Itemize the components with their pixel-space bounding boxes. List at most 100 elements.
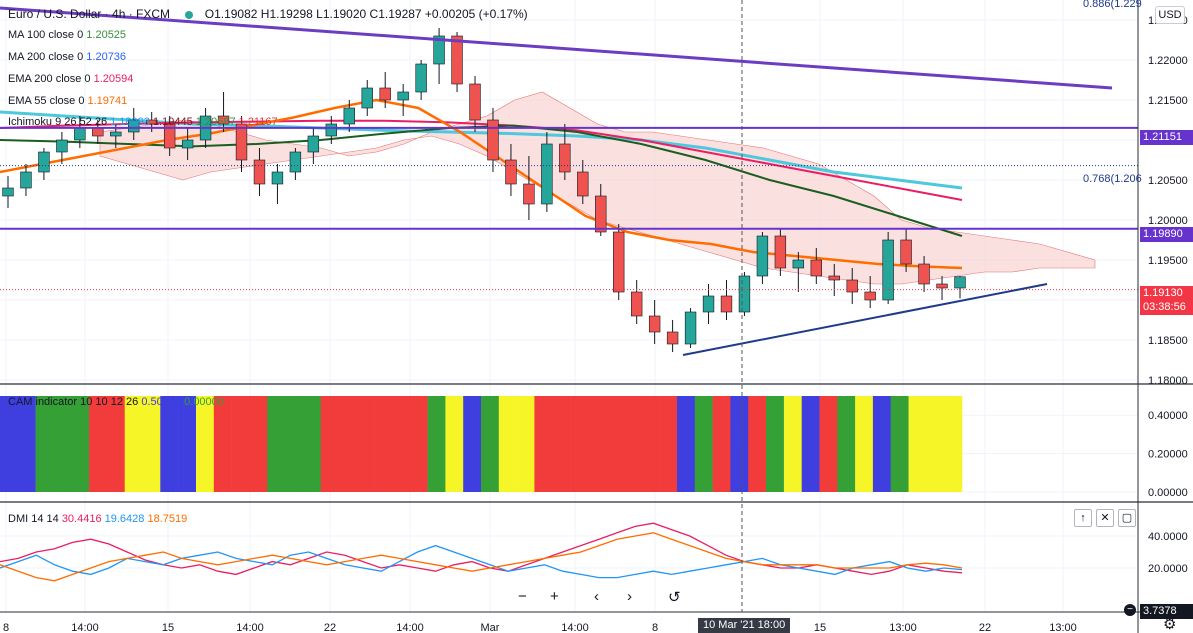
cam-tick-label: 0.40000 xyxy=(1148,410,1188,422)
candle[interactable] xyxy=(774,228,787,276)
candle[interactable] xyxy=(20,164,32,196)
candle-body xyxy=(900,239,912,265)
candle[interactable] xyxy=(415,60,427,100)
candle[interactable] xyxy=(648,300,661,344)
candle[interactable] xyxy=(343,100,355,132)
candle[interactable] xyxy=(217,92,230,132)
cam-bar xyxy=(89,396,108,492)
candle[interactable] xyxy=(559,124,571,180)
candle-body xyxy=(38,151,50,173)
legend-ma200[interactable]: MA 200 close 0 1.20736 xyxy=(8,51,127,63)
minus-circle-icon[interactable]: − xyxy=(1124,604,1136,616)
candle[interactable] xyxy=(810,248,822,284)
candlesticks[interactable] xyxy=(2,28,966,352)
candle-body xyxy=(954,276,966,289)
zoom-in-button[interactable]: + xyxy=(550,588,559,605)
candle-body xyxy=(648,315,661,333)
candle[interactable] xyxy=(720,280,733,320)
candle[interactable] xyxy=(56,132,68,164)
maximize-pane-button[interactable]: ▢ xyxy=(1118,509,1136,527)
symbol-title[interactable]: Euro / U.S. Dollar · 4h · FXCM xyxy=(8,7,171,21)
candle[interactable] xyxy=(433,28,445,84)
candle[interactable] xyxy=(954,276,966,299)
candle[interactable] xyxy=(577,160,589,204)
cam-bar xyxy=(0,396,19,492)
candle[interactable] xyxy=(235,116,248,172)
candle[interactable] xyxy=(595,184,607,236)
time-tick-label: 22 xyxy=(324,622,336,633)
cam-bar xyxy=(249,396,268,492)
up-trend-line xyxy=(682,283,1048,356)
legend-ma100[interactable]: MA 100 close 0 1.20525 xyxy=(8,29,127,41)
candle[interactable] xyxy=(864,276,876,308)
candle[interactable] xyxy=(505,144,517,196)
candle[interactable] xyxy=(738,272,751,316)
candle-body xyxy=(379,87,391,101)
cam-bar xyxy=(160,396,179,492)
trend-lines[interactable] xyxy=(0,6,1138,356)
cam-bar xyxy=(605,396,624,492)
cam-bar xyxy=(302,396,321,492)
candle[interactable] xyxy=(253,148,266,196)
candle[interactable] xyxy=(271,164,284,204)
cam-bar xyxy=(178,396,197,492)
settings-gear-icon[interactable]: ⚙ xyxy=(1163,616,1177,633)
candle-body xyxy=(936,283,948,289)
ema55-line xyxy=(0,98,963,270)
candle[interactable] xyxy=(325,116,338,144)
candle[interactable] xyxy=(630,280,643,324)
zoom-out-button[interactable]: − xyxy=(518,588,527,605)
close-pane-button[interactable]: ✕ xyxy=(1096,509,1114,527)
cam-bar xyxy=(53,396,72,492)
candle[interactable] xyxy=(397,84,409,116)
legend-ichimoku[interactable]: Ichimoku 9 26 52 26 1.18993 1.19445 1.20… xyxy=(8,116,278,128)
candle-body xyxy=(307,135,320,153)
legend-cam[interactable]: CAM indicator 10 10 12 26 0.50000 0.0000… xyxy=(8,396,224,408)
candle[interactable] xyxy=(469,76,481,132)
legend-ema55[interactable]: EMA 55 close 0 1.19741 xyxy=(8,95,128,107)
ma100-line xyxy=(0,124,963,237)
candle[interactable] xyxy=(684,308,697,348)
candle[interactable] xyxy=(828,264,840,296)
legend-dmi[interactable]: DMI 14 14 30.4416 19.6428 18.7519 xyxy=(8,513,188,525)
candle[interactable] xyxy=(792,252,805,292)
candle[interactable] xyxy=(2,176,14,208)
candle[interactable] xyxy=(38,148,50,180)
candle[interactable] xyxy=(756,232,769,284)
currency-badge[interactable]: USD xyxy=(1155,6,1185,24)
candle[interactable] xyxy=(487,108,499,172)
candle[interactable] xyxy=(541,132,553,212)
time-tick-label: 14:00 xyxy=(71,622,99,633)
scroll-right-button[interactable]: › xyxy=(627,588,632,605)
candle[interactable] xyxy=(523,156,535,220)
move-up-button[interactable]: ↑ xyxy=(1074,509,1092,527)
cam-bar xyxy=(409,396,428,492)
cam-bar xyxy=(712,396,731,492)
candle[interactable] xyxy=(900,228,912,272)
candle[interactable] xyxy=(307,128,320,164)
cam-bar xyxy=(837,396,856,492)
scroll-left-button[interactable]: ‹ xyxy=(594,588,599,605)
cam-bar xyxy=(142,396,161,492)
candle[interactable] xyxy=(918,256,930,292)
candle[interactable] xyxy=(128,108,140,140)
candle-body xyxy=(720,295,733,313)
countdown-tag: 03:38:56 xyxy=(1140,300,1193,315)
symbol-legend: Euro / U.S. Dollar · 4h · FXCM O1.19082 … xyxy=(8,7,528,21)
reset-chart-icon[interactable]: ↺ xyxy=(668,589,681,606)
candle[interactable] xyxy=(666,320,679,352)
candle[interactable] xyxy=(289,148,302,180)
legend-ema200[interactable]: EMA 200 close 0 1.20594 xyxy=(8,73,134,85)
candle[interactable] xyxy=(936,276,948,300)
candle-body xyxy=(433,35,445,65)
candle[interactable] xyxy=(702,284,715,324)
candle[interactable] xyxy=(613,224,625,300)
candle[interactable] xyxy=(379,72,391,108)
candle[interactable] xyxy=(882,232,894,304)
candle[interactable] xyxy=(361,80,373,116)
candle[interactable] xyxy=(846,268,858,304)
candle[interactable] xyxy=(163,116,176,156)
candle[interactable] xyxy=(181,128,194,160)
